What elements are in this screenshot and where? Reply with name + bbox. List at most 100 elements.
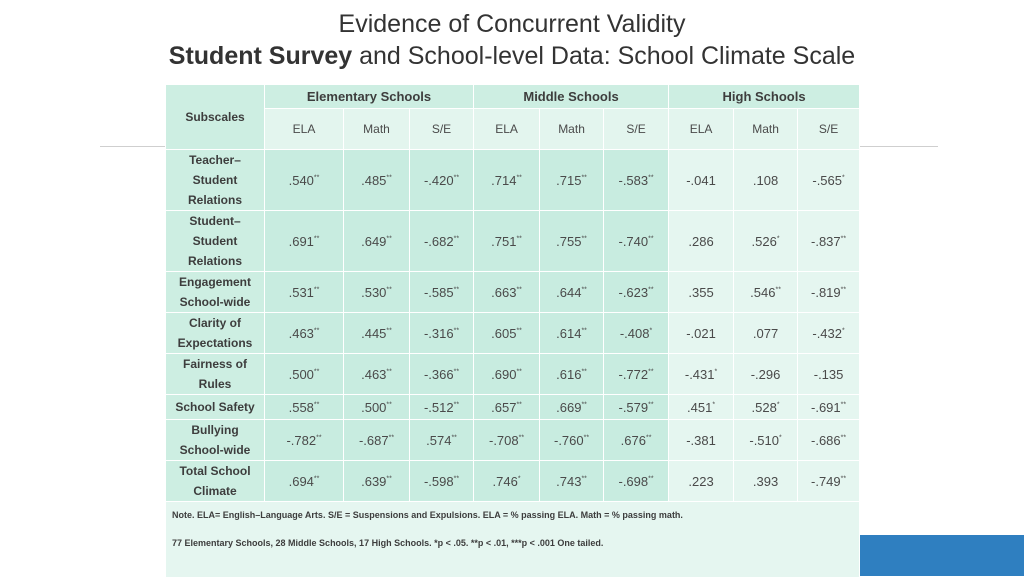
correlation-cell: -.708** [473, 419, 541, 461]
correlation-value: .715 [556, 172, 582, 188]
subscale-label-line: Relations [187, 254, 242, 268]
correlation-cell: -.296 [733, 353, 799, 395]
significance-marker: ** [516, 286, 522, 294]
significance-marker: ** [453, 368, 460, 376]
correlation-cell: .715** [539, 149, 605, 211]
significance-marker: ** [313, 174, 320, 182]
significance-marker: ** [313, 327, 320, 335]
correlation-cell: -.837** [797, 210, 861, 272]
significance-marker: ** [775, 286, 781, 294]
subscales-header: Subscales [165, 84, 265, 150]
subscale-label-line: Fairness of [182, 357, 248, 371]
correlation-cell: -.316** [408, 312, 475, 354]
correlation-cell: -.510* [733, 419, 799, 461]
correlation-value: -.686 [811, 432, 841, 448]
correlation-cell: -.420** [408, 149, 475, 211]
subscale-label-line: Bullying [191, 423, 239, 437]
correlation-cell: .463** [264, 312, 344, 354]
correlation-cell: .694** [264, 460, 344, 502]
significance-marker: ** [386, 368, 392, 376]
correlation-value: -.366 [423, 366, 454, 382]
significance-marker: ** [386, 327, 392, 335]
correlation-cell: -.691** [797, 394, 861, 420]
table-note: Note. ELA= English–Language Arts. S/E = … [164, 501, 861, 578]
correlation-value: -.698 [618, 473, 649, 489]
subscale-label: Teacher– Student Relations [165, 149, 265, 211]
correlation-value: -.432 [812, 325, 842, 341]
subscale-label: School Safety [165, 394, 265, 420]
significance-marker: ** [581, 475, 587, 483]
correlation-cell: .528* [733, 394, 799, 420]
correlation-cell: .451* [668, 394, 735, 420]
correlation-value: .574 [426, 432, 452, 448]
correlation-value: -.749 [811, 473, 841, 489]
significance-marker: ** [648, 368, 654, 376]
correlation-cell: .526* [733, 210, 799, 272]
subscale-label-line: Expectations [177, 336, 253, 350]
significance-marker: ** [516, 174, 522, 182]
significance-marker: ** [453, 401, 460, 409]
correlation-cell: -.432* [797, 312, 861, 354]
correlation-value: .614 [556, 325, 582, 341]
subscale-label-line: School Safety [175, 400, 255, 414]
correlation-value: -.837 [811, 233, 841, 249]
correlation-cell: -.366** [408, 353, 475, 395]
correlation-value: .393 [752, 473, 779, 489]
correlation-value: .526 [751, 233, 777, 249]
significance-marker: ** [451, 434, 457, 442]
correlation-cell: -.431* [668, 353, 735, 395]
significance-marker: * [712, 401, 716, 409]
correlation-cell: -.772** [603, 353, 670, 395]
significance-marker: ** [840, 235, 847, 243]
correlation-value: .649 [361, 233, 387, 249]
correlation-value: .546 [750, 284, 776, 300]
correlation-cell: .616** [539, 353, 605, 395]
subscale-label: Total School Climate [165, 460, 265, 502]
correlation-value: .639 [361, 473, 387, 489]
significance-marker: * [779, 434, 782, 442]
table-row: Bullying School-wide -.782** -.687** .574** -… [165, 419, 861, 461]
correlation-cell: .393 [733, 460, 799, 502]
significance-marker: ** [453, 475, 460, 483]
subtitle-bold: Student Survey [168, 42, 353, 70]
correlation-cell: .751** [473, 210, 541, 272]
subscale-label-line: School-wide [179, 295, 251, 309]
significance-marker: ** [516, 401, 522, 409]
correlation-cell: -.682** [408, 210, 475, 272]
slide-title: Evidence of Concurrent Validity [338, 10, 686, 38]
correlation-cell: -.598** [408, 460, 475, 502]
correlation-value: .463 [288, 325, 314, 341]
correlation-cell: .676** [603, 419, 670, 461]
correlation-cell: -.819** [797, 271, 861, 313]
correlation-cell: .743** [539, 460, 605, 502]
divider-right [858, 146, 938, 147]
footer-accent-bar [858, 535, 1024, 576]
correlation-value: .540 [288, 172, 314, 188]
significance-marker: ** [313, 475, 320, 483]
significance-marker: ** [581, 286, 587, 294]
correlation-value: .558 [288, 399, 314, 415]
correlation-value: -.510 [749, 432, 779, 448]
significance-marker: * [842, 174, 845, 182]
correlation-cell: -.698** [603, 460, 670, 502]
correlation-value: -.708 [488, 432, 519, 448]
significance-marker: ** [581, 368, 587, 376]
subscale-label-line: Total School [179, 464, 251, 478]
correlation-value: .657 [491, 399, 517, 415]
significance-marker: ** [388, 434, 395, 442]
correlation-cell: .500** [343, 394, 410, 420]
correlation-value: -.682 [423, 233, 454, 249]
correlation-cell: .649** [343, 210, 410, 272]
correlation-value: -.583 [618, 172, 649, 188]
correlation-value: -.296 [750, 366, 781, 382]
group-header-middle: Middle Schools [473, 84, 670, 109]
correlation-cell: .108 [733, 149, 799, 211]
significance-marker: ** [648, 235, 654, 243]
table-row: Teacher– Student Relations .540** .485** -.42… [165, 149, 861, 211]
significance-marker: ** [386, 174, 392, 182]
correlation-value: -.772 [618, 366, 649, 382]
significance-marker: * [714, 368, 718, 376]
significance-marker: ** [386, 401, 392, 409]
correlation-cell: -.623** [603, 271, 670, 313]
correlation-cell: .530** [343, 271, 410, 313]
